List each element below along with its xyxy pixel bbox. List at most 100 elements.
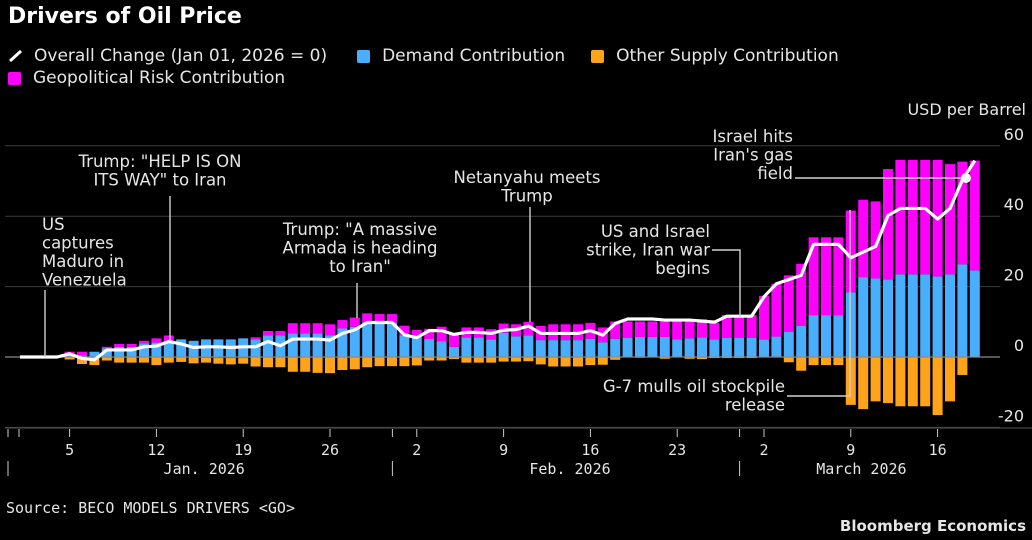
demand-bar (473, 337, 484, 357)
annotation-text: to Iran" (329, 257, 391, 276)
geo-bar (151, 338, 162, 343)
y-tick-label: 20 (1004, 266, 1024, 285)
supply-bar (659, 357, 670, 359)
geo-bar (845, 210, 856, 293)
geo-bar (808, 237, 819, 316)
supply-bar (287, 357, 298, 372)
demand-bar (176, 339, 187, 357)
supply-bar (263, 357, 273, 368)
supply-bar (610, 357, 621, 360)
demand-bar (411, 337, 422, 357)
supply-bar (796, 357, 807, 371)
demand-bar (374, 322, 385, 357)
geo-bar (659, 321, 670, 337)
demand-bar (635, 336, 645, 357)
supply-bar (573, 357, 583, 367)
demand-bar (932, 276, 943, 357)
y-tick-label: 60 (1004, 125, 1024, 144)
supply-bar (114, 357, 125, 363)
supply-bar (523, 357, 534, 362)
supply-swatch-icon (591, 49, 605, 63)
annotation-text: Iran's gas (713, 146, 793, 165)
legend-demand: Demand Contribution (357, 46, 565, 66)
demand-bar (585, 338, 596, 357)
geo-bar (349, 317, 360, 327)
geo-bar (945, 164, 955, 275)
demand-bar (771, 336, 782, 357)
supply-bar (312, 357, 323, 373)
geo-bar (362, 313, 373, 323)
demand-bar (610, 338, 621, 357)
demand-bar (312, 333, 323, 357)
month-label: Jan. 2026 (164, 460, 245, 478)
demand-bar (89, 351, 100, 357)
demand-bar (362, 322, 373, 357)
annotation-text: captures (42, 234, 114, 253)
demand-bar (672, 339, 683, 357)
y-tick-label: 40 (1004, 195, 1024, 214)
demand-bar (622, 337, 633, 357)
demand-swatch-icon (357, 49, 371, 63)
demand-bar (64, 354, 75, 357)
supply-bar (461, 357, 472, 363)
supply-bar (535, 357, 546, 365)
demand-bar (796, 325, 807, 357)
demand-bar (337, 328, 348, 357)
supply-bar (697, 357, 707, 360)
supply-bar (399, 357, 410, 367)
annotation-text: Venezuela (42, 271, 127, 290)
supply-bar (201, 357, 211, 363)
annotation-text: ITS WAY" to Iran (93, 171, 226, 190)
supply-bar (300, 357, 311, 372)
demand-bar (387, 322, 397, 357)
geo-bar (870, 201, 881, 279)
annotation-text: US and Israel (601, 222, 710, 241)
geo-bar (895, 159, 906, 275)
demand-bar (907, 274, 918, 357)
x-tick-label: 2 (759, 441, 768, 459)
supply-bar (163, 357, 174, 363)
supply-bar (597, 357, 608, 365)
supply-bar (151, 357, 162, 366)
demand-bar (399, 335, 410, 357)
geo-bar (523, 321, 534, 336)
demand-bar (511, 336, 521, 357)
annotation-text: US (42, 215, 65, 234)
demand-bar (821, 315, 831, 357)
demand-bar (151, 342, 162, 357)
demand-bar (647, 336, 658, 357)
demand-bar (101, 348, 112, 357)
supply-bar (560, 357, 571, 367)
demand-bar (845, 292, 856, 357)
demand-bar (263, 335, 273, 357)
geo-bar (759, 295, 769, 340)
geo-bar (957, 161, 968, 265)
demand-bar (597, 342, 608, 357)
demand-bar (77, 355, 87, 357)
demand-bar (573, 340, 583, 357)
legend-supply-label: Other Supply Contribution (616, 46, 839, 66)
x-tick-label: 9 (846, 441, 855, 459)
demand-bar (126, 346, 137, 357)
supply-bar (473, 357, 484, 363)
geo-bar (833, 237, 844, 316)
geo-bar (77, 351, 87, 356)
geo-bar (672, 321, 683, 340)
geo-bar (163, 335, 174, 341)
supply-bar (411, 357, 422, 366)
annotation-text: begins (655, 259, 710, 278)
annotation-connector (712, 249, 741, 318)
demand-bar (325, 335, 335, 357)
source-note: Source: BECO MODELS DRIVERS <GO> (6, 499, 295, 517)
supply-bar (932, 357, 943, 416)
geo-bar (709, 322, 720, 340)
demand-bar (548, 340, 559, 357)
supply-bar (957, 357, 968, 375)
demand-bar (920, 274, 931, 357)
geo-bar (821, 237, 831, 316)
demand-bar (895, 274, 906, 357)
supply-bar (498, 357, 509, 362)
geo-bar (907, 159, 918, 275)
geo-bar (746, 315, 757, 338)
x-tick-label: 16 (581, 441, 599, 459)
